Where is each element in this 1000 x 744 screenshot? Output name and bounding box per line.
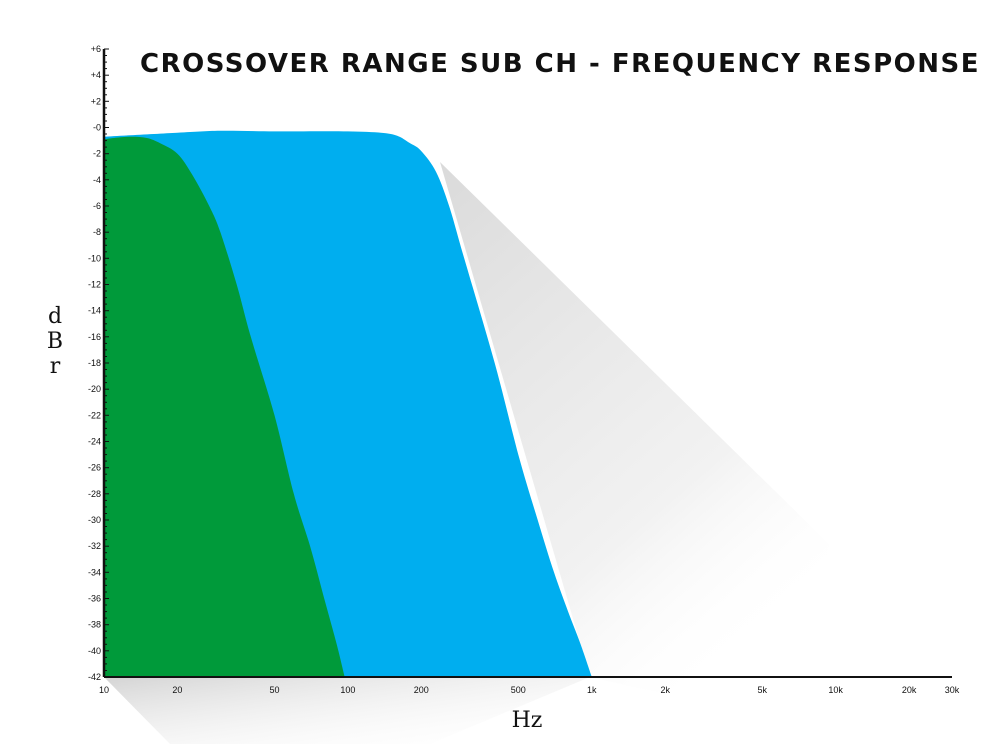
y-tick-label: -6 [93, 201, 101, 211]
chart-title: CROSSOVER RANGE SUB CH - FREQUENCY RESPO… [140, 49, 980, 79]
x-tick-label: 20k [902, 685, 917, 695]
x-axis-label: Hz [512, 708, 543, 733]
y-tick-label: -32 [88, 541, 101, 551]
y-tick-label: -4 [93, 175, 101, 185]
y-tick-label: -10 [88, 253, 101, 263]
y-tick-label: -42 [88, 672, 101, 682]
y-tick-label: -24 [88, 437, 101, 447]
x-tick-label: 100 [340, 685, 355, 695]
x-tick-label: 500 [511, 685, 526, 695]
y-tick-label: -2 [93, 149, 101, 159]
x-tick-label: 20 [172, 685, 182, 695]
y-tick-label: -28 [88, 489, 101, 499]
x-tick-label: 5k [757, 685, 767, 695]
x-tick-label: 1k [587, 685, 597, 695]
y-tick-label: -18 [88, 358, 101, 368]
series-area-2 [104, 136, 345, 677]
y-tick-label: -36 [88, 594, 101, 604]
y-tick-label: +4 [91, 70, 101, 80]
decor-shadows [104, 162, 830, 744]
x-tick-label: 50 [269, 685, 279, 695]
x-tick-label: 10 [99, 685, 109, 695]
shadow-wedge [440, 162, 830, 720]
x-tick-label: 2k [660, 685, 670, 695]
series-layer [104, 130, 592, 677]
x-tick-label: 10k [828, 685, 843, 695]
y-tick-label: -26 [88, 463, 101, 473]
y-tick-label: -38 [88, 620, 101, 630]
y-tick-label: -0 [93, 123, 101, 133]
x-tick-label: 30k [945, 685, 960, 695]
x-tick-label: 200 [414, 685, 429, 695]
y-tick-label: -22 [88, 410, 101, 420]
y-axis: +6 +4 +2 -0 -2 -4 -6 -8 -10 -12 -14 -16 -18 -20 -22 -24… [88, 44, 109, 682]
y-tick-label: -30 [88, 515, 101, 525]
y-tick-label: -34 [88, 567, 101, 577]
y-tick-label: -20 [88, 384, 101, 394]
y-tick-label: +2 [91, 96, 101, 106]
y-tick-label: -14 [88, 306, 101, 316]
shadow-bottom [104, 677, 590, 744]
y-tick-label: +6 [91, 44, 101, 54]
y-tick-label: -8 [93, 227, 101, 237]
x-axis: 10 20 50 100 200 500 1k 2k 5k 10k 20k 30k [99, 676, 960, 695]
y-tick-label: -12 [88, 280, 101, 290]
y-tick-label: -16 [88, 332, 101, 342]
y-tick-label: -40 [88, 646, 101, 656]
